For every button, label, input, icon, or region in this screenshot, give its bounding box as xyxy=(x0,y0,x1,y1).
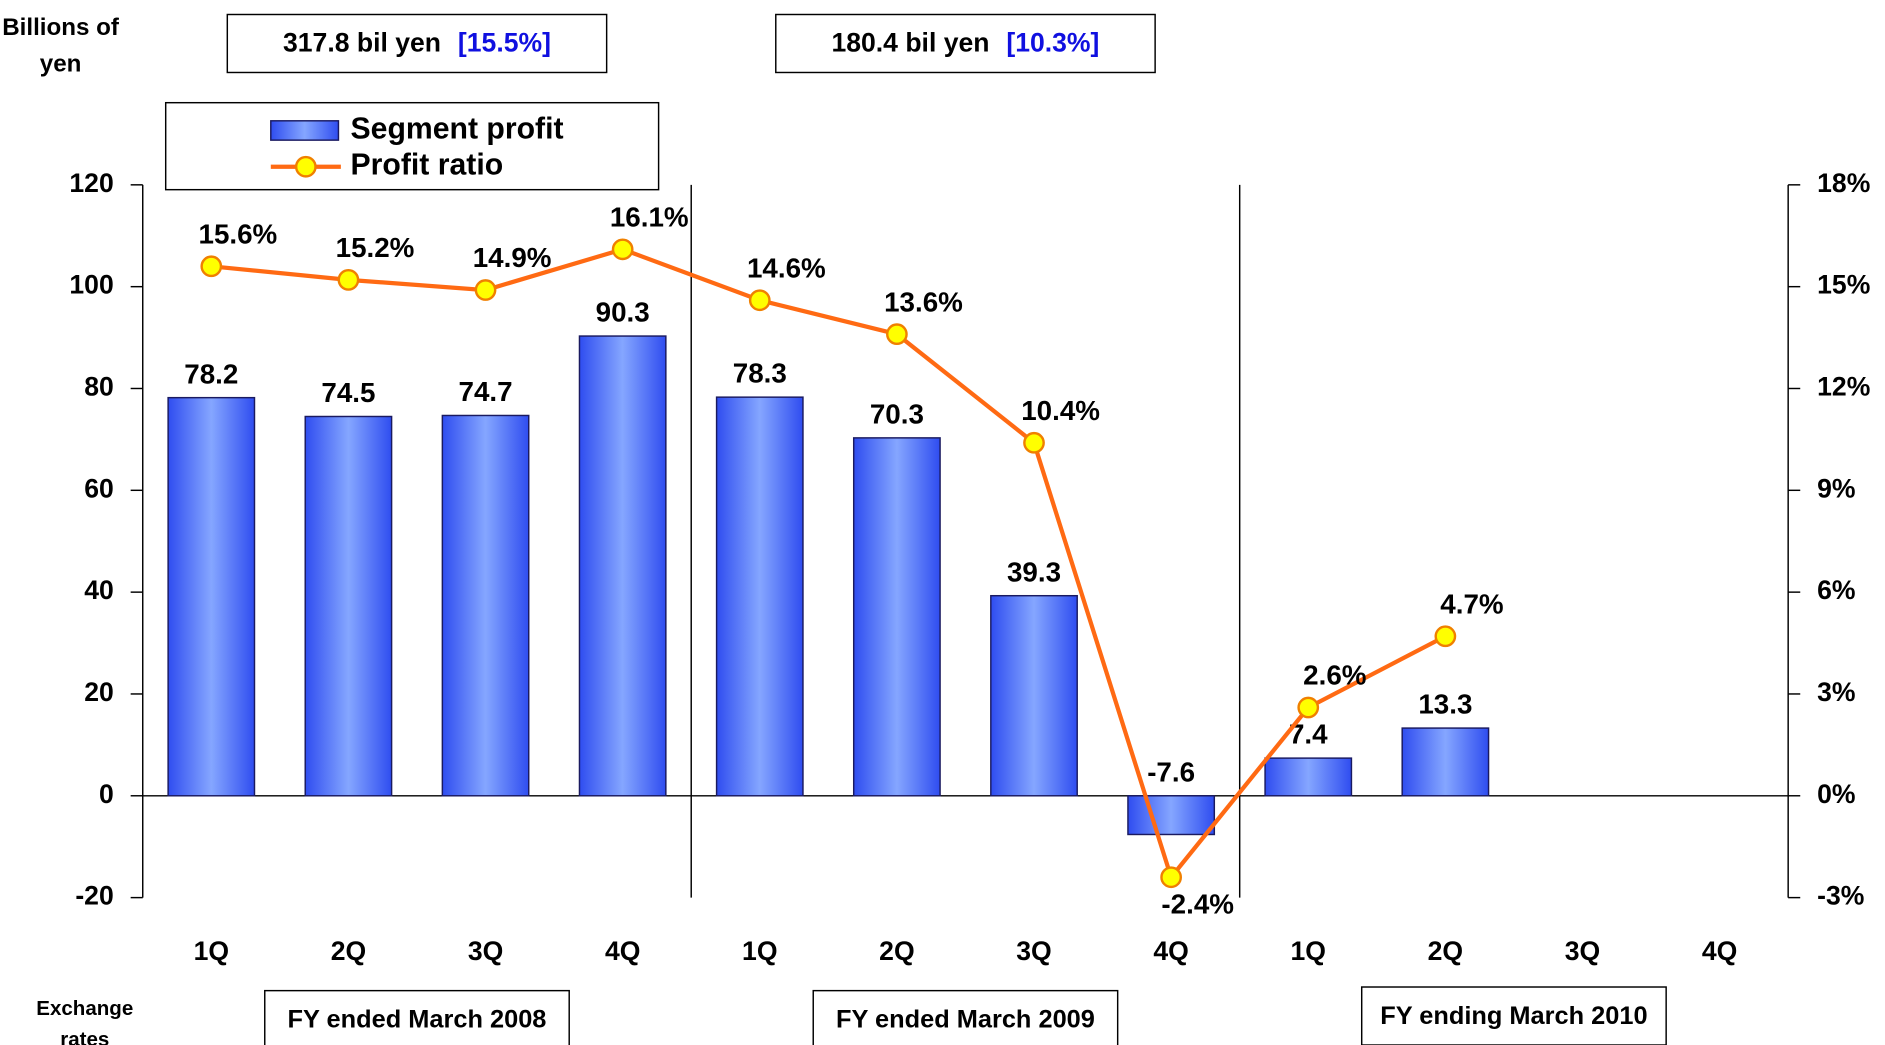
y2-tick-label: 9% xyxy=(1817,473,1855,503)
ratio-value-label: 14.6% xyxy=(747,252,826,283)
bar-value-label: 74.7 xyxy=(459,376,513,407)
x-tick-label: 1Q xyxy=(742,936,777,966)
x-tick-label: 4Q xyxy=(1153,936,1188,966)
y-tick-label: 20 xyxy=(84,677,114,707)
x-tick-label: 2Q xyxy=(1428,936,1463,966)
group-box xyxy=(1360,986,1667,1045)
group-box xyxy=(264,989,570,1045)
bar xyxy=(167,396,256,797)
y2-tick-label: 3% xyxy=(1817,677,1855,707)
bar-value-label: 78.3 xyxy=(733,358,787,389)
bar-value-label: 13.3 xyxy=(1418,689,1472,720)
ratio-marker xyxy=(474,279,497,301)
bar-value-label: 90.3 xyxy=(596,297,650,328)
ratio-value-label: -2.4% xyxy=(1161,889,1234,920)
legend-label: Segment profit xyxy=(351,112,564,145)
bar xyxy=(304,415,393,797)
group-box xyxy=(812,989,1119,1045)
y-tick-label: 0 xyxy=(99,779,114,809)
bar-value-label: 70.3 xyxy=(870,398,924,429)
y2-tick-label: 18% xyxy=(1817,168,1870,198)
bar xyxy=(852,437,941,797)
group-label: FY ended March 2009 xyxy=(836,1006,1095,1034)
y2-tick-label: 15% xyxy=(1817,270,1870,300)
bar-value-label: -7.6 xyxy=(1147,756,1195,787)
group-label: FY ended March 2008 xyxy=(288,1006,547,1034)
annotation-text: 317.8 bil yen xyxy=(283,28,441,58)
y2-tick-label: 0% xyxy=(1817,779,1855,809)
ratio-marker xyxy=(611,238,634,261)
y-tick-label: 120 xyxy=(69,168,113,198)
bar-value-label: 39.3 xyxy=(1007,556,1061,587)
ratio-value-label: 15.2% xyxy=(336,232,415,263)
bar xyxy=(1264,757,1353,797)
x-tick-label: 2Q xyxy=(331,936,366,966)
ratio-marker xyxy=(1160,866,1183,889)
ratio-marker xyxy=(1297,696,1320,719)
y-tick-label: 80 xyxy=(84,372,114,402)
ratio-value-label: 15.6% xyxy=(199,218,278,249)
ratio-marker xyxy=(200,255,223,278)
bar xyxy=(1127,795,1216,836)
ratio-value-label: 2.6% xyxy=(1303,660,1366,691)
x-tick-label: 4Q xyxy=(605,936,640,966)
y-tick-label: 100 xyxy=(69,270,113,300)
ratio-value-label: 16.1% xyxy=(610,201,689,232)
y-tick-label: 40 xyxy=(84,575,114,605)
ratio-marker xyxy=(1023,431,1045,454)
bar xyxy=(578,335,667,797)
legend-box xyxy=(164,101,660,191)
bar-value-label: 74.5 xyxy=(321,377,375,408)
y-axis-title-box: Billions of yen xyxy=(2,14,119,78)
y-tick-label: 60 xyxy=(84,473,114,503)
ratio-marker xyxy=(748,289,771,312)
ratio-value-label: 10.4% xyxy=(1021,395,1100,426)
bottom-label: Exchange rates xyxy=(36,996,134,1045)
annotation-box xyxy=(775,13,1156,74)
annotation-ratio: [15.5%] xyxy=(458,28,551,58)
legend-label: Profit ratio xyxy=(351,149,504,182)
x-tick-label: 3Q xyxy=(468,936,503,966)
x-tick-label: 1Q xyxy=(194,936,229,966)
annotation-box xyxy=(226,13,608,74)
ratio-marker xyxy=(337,269,360,291)
y2-tick-label: -3% xyxy=(1817,881,1864,911)
y2-tick-label: 6% xyxy=(1817,575,1855,605)
annotation: 317.8 bil yen [15.5%] xyxy=(283,28,551,58)
ratio-value-label: 13.6% xyxy=(884,286,963,317)
x-tick-label: 2Q xyxy=(879,936,914,966)
legend-swatch-marker xyxy=(294,155,317,178)
bar xyxy=(1401,727,1490,797)
x-tick-label: 3Q xyxy=(1016,936,1051,966)
y-tick-label: -20 xyxy=(75,881,113,911)
bottom-label-box: Exchange rates xyxy=(36,996,134,1045)
bar-value-label: 78.2 xyxy=(184,358,238,389)
group-label: FY ending March 2010 xyxy=(1380,1002,1647,1030)
y-axis-title: Billions of yen xyxy=(2,14,119,78)
x-tick-label: 3Q xyxy=(1565,936,1600,966)
ratio-value-label: 14.9% xyxy=(473,242,552,273)
ratio-marker xyxy=(886,323,908,346)
bar xyxy=(990,594,1078,797)
annotation: 180.4 bil yen [10.3%] xyxy=(831,28,1099,58)
annotation-text: 180.4 bil yen xyxy=(831,28,989,58)
bar xyxy=(715,396,804,797)
bar xyxy=(441,414,530,797)
ratio-line xyxy=(211,247,1447,882)
x-tick-label: 1Q xyxy=(1291,936,1326,966)
ratio-value-label: 4.7% xyxy=(1440,588,1503,619)
ratio-marker xyxy=(1434,625,1457,648)
legend-swatch-bar xyxy=(270,120,340,141)
annotation-ratio: [10.3%] xyxy=(1006,28,1099,58)
x-tick-label: 4Q xyxy=(1702,936,1737,966)
y2-tick-label: 12% xyxy=(1817,372,1870,402)
